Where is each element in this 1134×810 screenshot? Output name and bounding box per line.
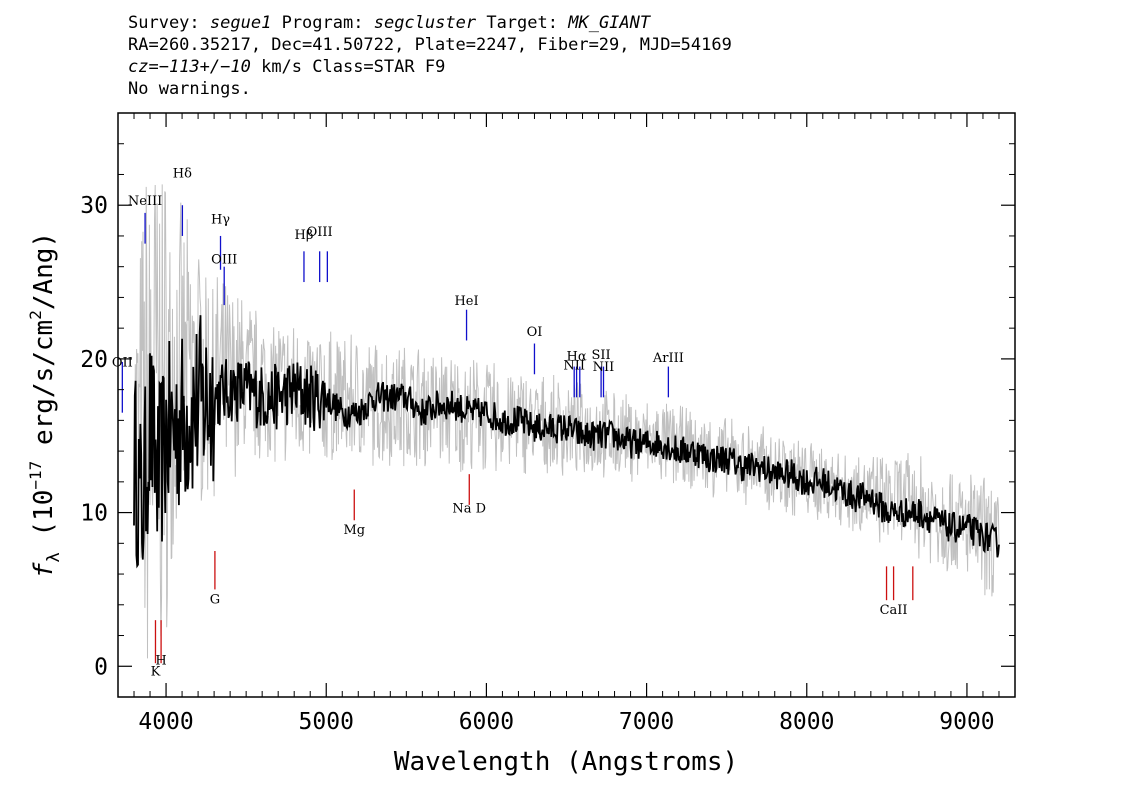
y-axis-title-exp2: 2	[26, 310, 45, 320]
axis-ticks: 4000 5000 6000 7000 8000 9000 0 10 20 30	[80, 112, 1016, 735]
program-value: segcluster	[373, 13, 477, 33]
header-line-coordinates: RA=260.35217, Dec=41.50722, Plate=2247, …	[128, 35, 732, 55]
emission-line-label: Hα	[567, 349, 587, 364]
target-value: MK_GIANT	[568, 13, 651, 33]
x-tick-label: 4000	[138, 709, 193, 735]
header-line-redshift: cz=−113+/−10 km/s Class=STAR F9	[128, 56, 732, 78]
cz-rest: km/s Class=STAR F9	[250, 57, 446, 77]
absorption-line-label: K	[151, 664, 161, 679]
x-tick-label: 5000	[299, 709, 354, 735]
spectrum-header: Survey: segue1 Program: segcluster Targe…	[128, 12, 732, 100]
y-tick-label: 0	[94, 654, 108, 680]
y-axis-title: fλ (10−17 erg/s/cm2/Ang)	[26, 232, 64, 578]
header-line-survey: Survey: segue1 Program: segcluster Targe…	[128, 12, 732, 34]
survey-value: segue1	[209, 13, 272, 33]
program-label: Program:	[281, 13, 364, 33]
emission-line-label: NII	[593, 360, 615, 375]
error-series-line	[133, 184, 1000, 659]
x-tick-label: 6000	[459, 709, 514, 735]
y-axis-title-pre: (10	[29, 490, 59, 553]
target-label: Target:	[486, 13, 558, 33]
x-axis-title: Wavelength (Angstroms)	[394, 747, 738, 777]
cz-label: cz=	[128, 57, 159, 77]
emission-line-label: NeIII	[128, 194, 162, 209]
emission-line-label: NII	[563, 359, 585, 374]
emission-line-label: HeI	[454, 294, 478, 309]
y-tick-label: 30	[80, 193, 108, 219]
y-tick-label: 10	[80, 501, 108, 527]
emission-line-label: OII	[112, 356, 133, 371]
x-tick-label: 7000	[619, 709, 674, 735]
absorption-line-label: CaII	[880, 603, 908, 618]
cz-value: −113+/−10	[158, 57, 251, 77]
emission-line-label: Hδ	[173, 167, 192, 182]
y-axis-title-post: /Ang)	[29, 232, 59, 310]
absorption-line-label: G	[210, 592, 220, 607]
x-tick-label: 8000	[779, 709, 834, 735]
y-axis-title-f: f	[29, 562, 59, 578]
emission-line-label: Hβ	[295, 228, 314, 243]
y-axis-title-exp1: −17	[26, 461, 45, 490]
emission-line-label: OIII	[307, 225, 333, 240]
header-line-warnings: No warnings.	[128, 79, 251, 99]
x-tick-label: 9000	[939, 709, 994, 735]
absorption-line-label: Mg	[343, 523, 365, 538]
absorption-line-label: H	[155, 654, 166, 669]
emission-line-label: Hγ	[211, 213, 230, 228]
emission-line-label: ArIII	[652, 351, 684, 366]
emission-line-label: OIII	[211, 253, 237, 268]
survey-label: Survey:	[128, 13, 200, 33]
y-axis-title-sub: λ	[44, 552, 64, 562]
emission-line-label: OI	[527, 325, 543, 340]
emission-line-label: SII	[592, 348, 611, 363]
y-axis-title-mid: erg/s/cm	[29, 320, 59, 461]
y-tick-label: 20	[80, 347, 108, 373]
absorption-line-label: Na D	[452, 502, 486, 517]
flux-series-line	[133, 315, 1000, 569]
